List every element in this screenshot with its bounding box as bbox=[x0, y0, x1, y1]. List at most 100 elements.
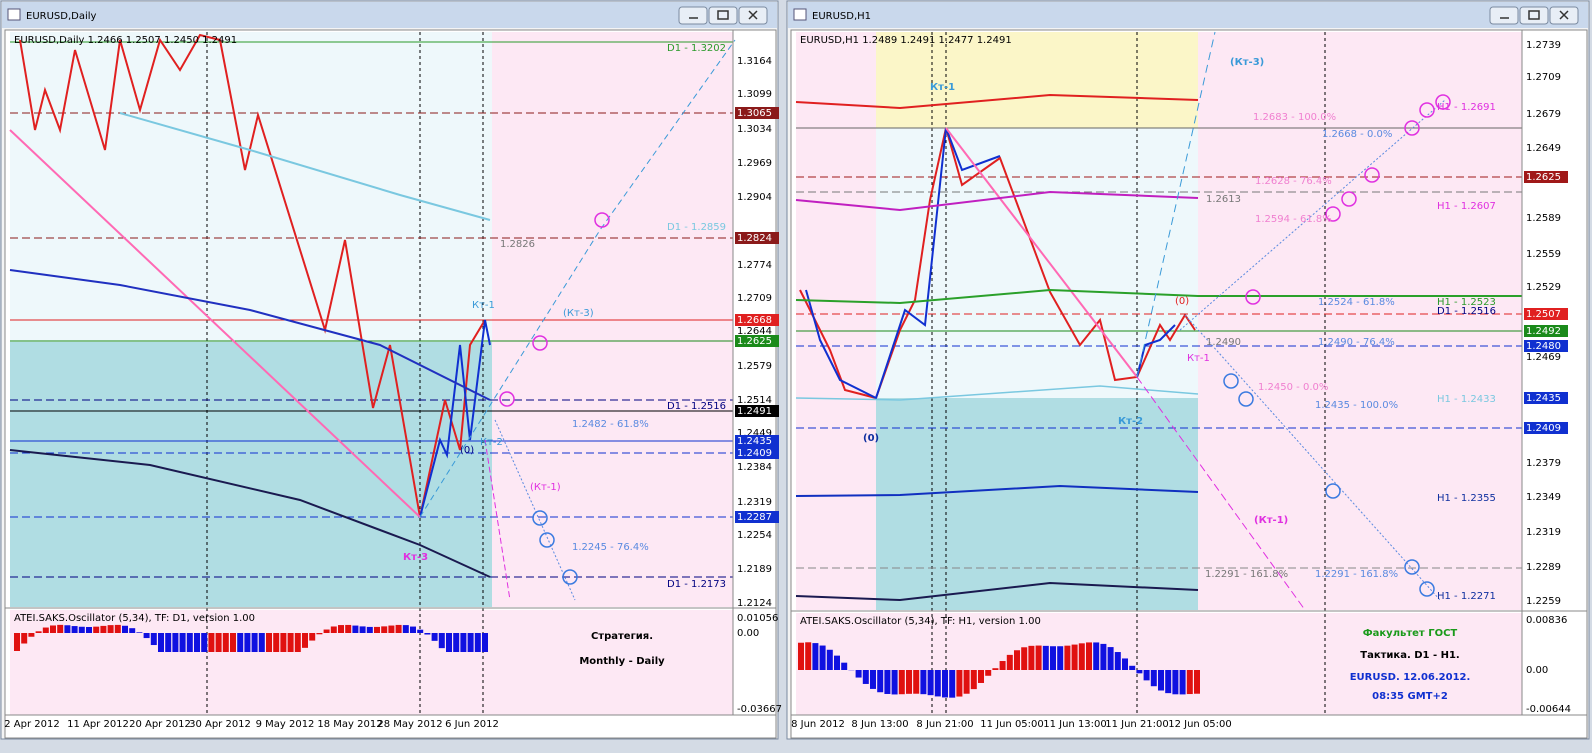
annotation: 1.2291 - 161.8% bbox=[1315, 569, 1398, 580]
price-label: 1.2287 bbox=[737, 512, 772, 523]
oscillator-bar bbox=[28, 633, 35, 637]
oscillator-bar bbox=[215, 633, 222, 652]
date-label: 30 Apr 2012 bbox=[189, 719, 251, 730]
oscillator-bar bbox=[460, 633, 467, 652]
price-highlight bbox=[1524, 422, 1568, 434]
annotation: Кт-1 bbox=[472, 300, 495, 311]
price-highlight bbox=[735, 314, 779, 326]
date-label: 2 Apr 2012 bbox=[4, 719, 59, 730]
oscillator-bar bbox=[999, 661, 1006, 670]
annotation: 1.2291 - 161.8% bbox=[1205, 569, 1288, 580]
annotation: H1 - 1.2523 bbox=[1437, 297, 1496, 308]
oscillator-bar bbox=[42, 627, 49, 633]
annotation: 1.2613 bbox=[1206, 194, 1241, 205]
annotation: (Кт-1) bbox=[530, 482, 561, 493]
maximize-button[interactable] bbox=[1519, 6, 1549, 25]
oscillator-bar bbox=[230, 633, 236, 652]
oscillator-bar bbox=[21, 633, 28, 644]
price-label: 1.2409 bbox=[737, 448, 772, 459]
oscillator-title: ATEI.SAKS.Oscillator (5,34), TF: H1, ver… bbox=[800, 616, 1041, 627]
oscillator-bar bbox=[57, 624, 64, 633]
target-circle bbox=[1245, 289, 1261, 305]
annotation: (Кт-3) bbox=[1230, 57, 1264, 68]
oscillator-bar bbox=[1158, 670, 1164, 691]
oscillator-bar bbox=[942, 670, 948, 698]
price-highlight bbox=[735, 405, 779, 417]
oscillator-bar bbox=[424, 633, 431, 635]
oscillator-bar bbox=[86, 626, 92, 633]
oscillator-bar bbox=[812, 643, 819, 670]
annotation: D1 - 1.2859 bbox=[667, 222, 726, 233]
oscillator-bar bbox=[1114, 652, 1121, 670]
oscillator-bar bbox=[302, 633, 308, 648]
maximize-button[interactable] bbox=[708, 6, 738, 25]
oscillator-bar bbox=[330, 626, 337, 633]
oscillator-bar bbox=[1086, 642, 1092, 670]
oscillator-bar bbox=[1172, 670, 1179, 695]
oscillator-bar bbox=[179, 633, 186, 652]
oscillator-bar bbox=[826, 649, 833, 670]
date-label: 8 Jun 13:00 bbox=[851, 719, 908, 730]
chart-line bbox=[795, 484, 1199, 497]
oscillator-bar bbox=[891, 670, 898, 695]
price-label: 1.2349 bbox=[1526, 492, 1561, 503]
caption: Стратегия. bbox=[591, 631, 653, 642]
oscillator-bar bbox=[1107, 647, 1114, 670]
oscillator-bar bbox=[431, 633, 438, 641]
oscillator-bar bbox=[934, 670, 941, 697]
minimize-button[interactable] bbox=[1489, 6, 1519, 25]
annotation: 1.2245 - 76.4% bbox=[572, 542, 649, 553]
minimize-button[interactable] bbox=[678, 6, 708, 25]
date-label: 18 May 2012 bbox=[317, 719, 382, 730]
title-bar bbox=[788, 2, 1588, 28]
annotation: D1 - 1.3202 bbox=[667, 43, 726, 54]
annotation: (Кт-3) bbox=[563, 308, 594, 319]
date-label: 8 Jun 2012 bbox=[791, 719, 845, 730]
price-highlight bbox=[735, 107, 779, 119]
price-label: 1.2319 bbox=[1526, 527, 1561, 538]
oscillator-bar bbox=[1042, 645, 1049, 670]
window: EURUSD,Daily EURUSD,Daily 1.2466 1.2507 1… bbox=[0, 0, 782, 740]
price-label: 1.3099 bbox=[737, 89, 772, 100]
price-label: 1.3034 bbox=[737, 124, 772, 135]
oscillator-bar bbox=[1194, 670, 1200, 694]
oscillator-bar bbox=[374, 626, 380, 633]
zone bbox=[1198, 32, 1522, 610]
target-circle bbox=[1435, 94, 1451, 110]
oscillator-bar bbox=[1129, 665, 1136, 670]
price-label: 1.2124 bbox=[737, 598, 772, 609]
price-highlight bbox=[735, 232, 779, 244]
window-icon bbox=[793, 8, 807, 21]
target-circle bbox=[594, 212, 610, 228]
date-label: 11 Apr 2012 bbox=[67, 719, 129, 730]
zone bbox=[876, 398, 1198, 610]
zone bbox=[796, 32, 876, 610]
oscillator-axis-label: -0.03667 bbox=[737, 704, 782, 715]
oscillator-bar bbox=[93, 626, 100, 633]
target-circle bbox=[1341, 191, 1357, 207]
price-label: 1.2379 bbox=[1526, 458, 1561, 469]
oscillator-bar bbox=[14, 633, 20, 651]
annotation: D1 - 1.2173 bbox=[667, 579, 726, 590]
oscillator-bar bbox=[100, 625, 107, 633]
oscillator-bar bbox=[1064, 645, 1071, 670]
price-highlight bbox=[1524, 392, 1568, 404]
price-label: 1.2384 bbox=[737, 462, 772, 473]
caption: 08:35 GMT+2 bbox=[1372, 691, 1448, 702]
maximize-glyph bbox=[717, 10, 729, 20]
oscillator-bar bbox=[402, 625, 409, 633]
date-label: 28 May 2012 bbox=[377, 719, 442, 730]
price-label: 1.2319 bbox=[737, 497, 772, 508]
price-highlight bbox=[1524, 308, 1568, 320]
price-label: 1.3065 bbox=[737, 108, 772, 119]
oscillator-bar bbox=[1071, 644, 1078, 670]
price-label: 1.2492 bbox=[1526, 326, 1561, 337]
date-label: 11 Jun 05:00 bbox=[980, 719, 1044, 730]
target-circle bbox=[1325, 483, 1341, 499]
chart-line bbox=[494, 419, 576, 601]
oscillator-bar bbox=[474, 633, 481, 652]
oscillator-bar bbox=[898, 670, 905, 695]
oscillator-bar bbox=[482, 633, 488, 652]
annotation: Кт-3 bbox=[403, 552, 428, 563]
oscillator-axis-label: 0.00 bbox=[1526, 665, 1548, 676]
